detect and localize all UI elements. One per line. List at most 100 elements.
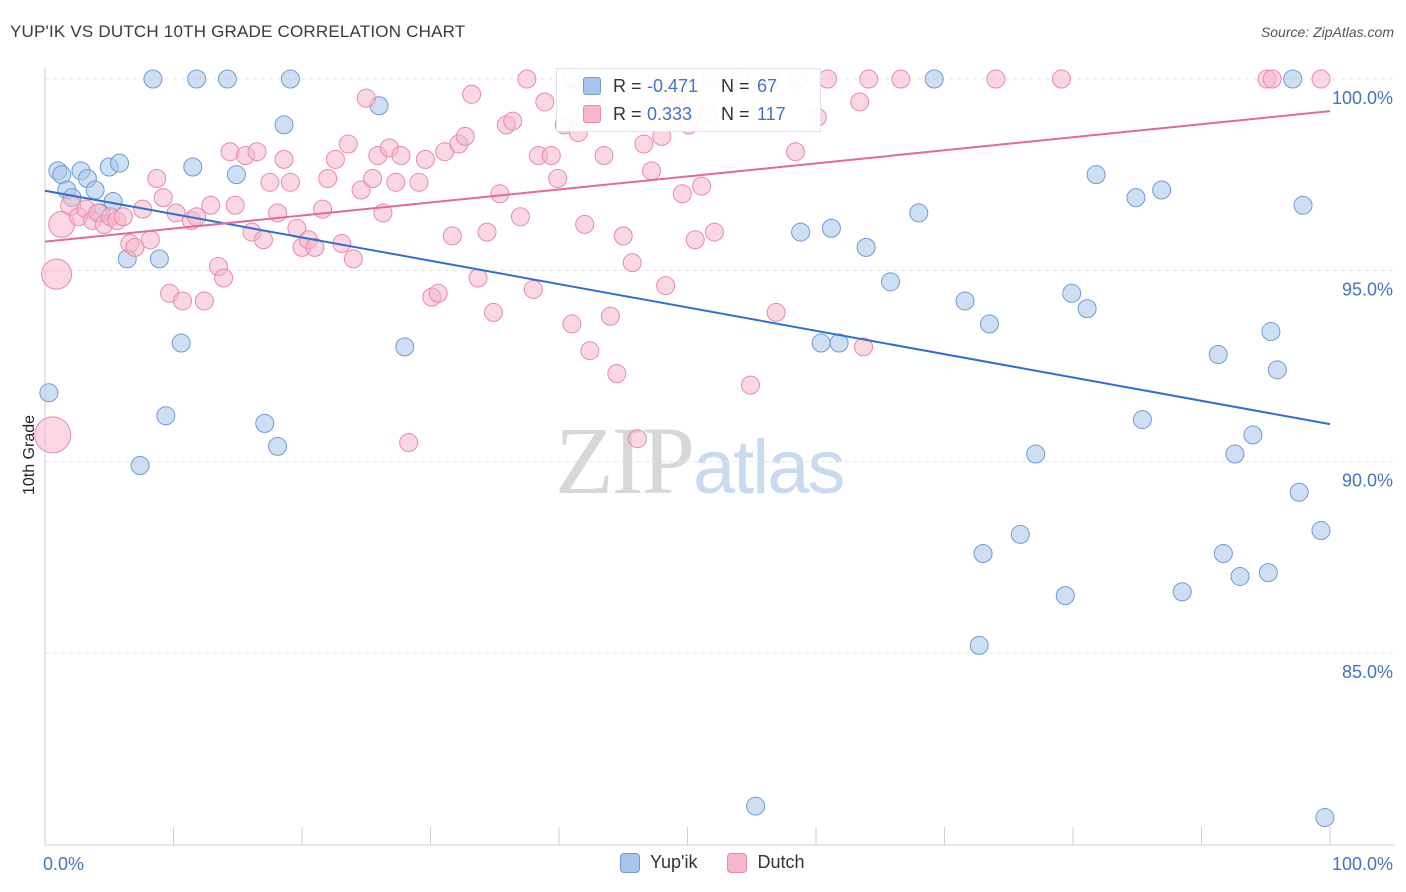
- dutch-point: [818, 69, 838, 89]
- yupik-point: [280, 69, 300, 89]
- legend-n-label: N =: [721, 103, 750, 124]
- trend-line-dutch: [44, 110, 1331, 243]
- yupik-point: [1267, 360, 1287, 380]
- legend-r-value: -0.471: [647, 75, 699, 96]
- dutch-point: [692, 176, 712, 196]
- yupik-point: [856, 237, 876, 257]
- dutch-point: [214, 268, 234, 288]
- dutch-point: [113, 207, 133, 227]
- yupik-point: [1243, 425, 1263, 445]
- watermark: ZIPatlas: [555, 405, 846, 516]
- dutch-point: [1262, 69, 1282, 89]
- dutch-point: [391, 146, 411, 166]
- yupik-point: [274, 115, 294, 135]
- yupik-point: [1261, 322, 1281, 342]
- trend-lines: [44, 110, 1331, 426]
- dutch-point: [575, 214, 595, 234]
- yupik-point: [226, 165, 246, 185]
- dutch-point: [325, 149, 345, 169]
- yupik-point: [110, 153, 130, 173]
- watermark-atlas: atlas: [693, 425, 846, 510]
- dutch-point: [854, 337, 874, 357]
- dutch-point: [600, 306, 620, 326]
- yupik-point: [183, 157, 203, 177]
- legend-n-label: N =: [721, 75, 750, 96]
- series-legend: Yup'ik Dutch: [620, 852, 835, 873]
- yupik-point: [395, 337, 415, 357]
- yupik-point: [1213, 544, 1233, 564]
- dutch-point: [172, 291, 192, 311]
- yupik-point: [979, 314, 999, 334]
- yupik-point: [955, 291, 975, 311]
- legend-label-yupik: Yup'ik: [650, 852, 698, 872]
- yupik-point: [1258, 563, 1278, 583]
- dutch-point: [415, 149, 435, 169]
- tick-labels: 100.0% 95.0% 90.0% 85.0% 0.0% 100.0%: [43, 88, 1393, 874]
- dutch-point: [548, 168, 568, 188]
- yupik-point: [1010, 524, 1030, 544]
- yupik-point: [909, 203, 929, 223]
- dutch-point: [613, 226, 633, 246]
- dutch-point: [607, 364, 627, 384]
- yupik-point: [1315, 808, 1335, 828]
- dutch-point: [41, 258, 73, 290]
- series-dutch-points: [34, 69, 1331, 454]
- watermark-zip: ZIP: [555, 407, 695, 514]
- legend-n-value: 67: [757, 75, 778, 96]
- source-credit: Source: ZipAtlas.com: [1260, 24, 1394, 40]
- dutch-point: [740, 375, 760, 395]
- legend-swatch-yupik: [620, 852, 640, 873]
- legend-item-dutch[interactable]: Dutch: [727, 852, 805, 873]
- dutch-point: [153, 188, 173, 208]
- dutch-point: [125, 237, 145, 257]
- yupik-point: [255, 413, 275, 433]
- yupik-point: [1055, 586, 1075, 606]
- dutch-point: [685, 230, 705, 250]
- dutch-point: [503, 111, 523, 131]
- yupik-point: [1152, 180, 1172, 200]
- dutch-point: [859, 69, 879, 89]
- dutch-point: [356, 88, 376, 108]
- yupik-point: [39, 383, 59, 403]
- dutch-point: [580, 341, 600, 361]
- y-tick-label: 100.0%: [1332, 88, 1393, 108]
- dutch-point: [201, 195, 221, 215]
- dutch-point: [785, 142, 805, 162]
- yupik-point: [746, 796, 766, 816]
- dutch-point: [766, 302, 786, 322]
- yupik-point: [969, 635, 989, 655]
- yupik-point: [1062, 283, 1082, 303]
- legend-row-yupik: R = -0.471 N = 67: [557, 71, 777, 101]
- dutch-point: [1051, 69, 1071, 89]
- dutch-point: [510, 207, 530, 227]
- dutch-point: [627, 429, 647, 449]
- stats-legend: R = -0.471 N = 67 R = 0.333 N = 117: [556, 68, 821, 132]
- dutch-point: [428, 283, 448, 303]
- yupik-point: [1172, 582, 1192, 602]
- yupik-point: [149, 249, 169, 269]
- dutch-point: [594, 146, 614, 166]
- dutch-point: [147, 168, 167, 188]
- dutch-point: [351, 180, 371, 200]
- dutch-point: [891, 69, 911, 89]
- yupik-point: [924, 69, 944, 89]
- dutch-point: [305, 237, 325, 257]
- yupik-point: [1311, 521, 1331, 541]
- yupik-point: [85, 180, 105, 200]
- yupik-point: [156, 406, 176, 426]
- dutch-point: [672, 184, 692, 204]
- gridlines: [45, 78, 1395, 654]
- dutch-point: [442, 226, 462, 246]
- legend-label-dutch: Dutch: [757, 852, 805, 872]
- yupik-point: [187, 69, 207, 89]
- legend-swatch-yupik: [583, 77, 601, 95]
- dutch-point: [194, 291, 214, 311]
- legend-swatch-dutch: [583, 105, 601, 123]
- yupik-point: [1283, 69, 1303, 89]
- dutch-point: [253, 230, 273, 250]
- yupik-point: [1293, 195, 1313, 215]
- legend-item-yupik[interactable]: Yup'ik: [620, 852, 697, 873]
- yupik-point: [1289, 482, 1309, 502]
- dutch-point: [704, 222, 724, 242]
- y-tick-label: 85.0%: [1342, 662, 1393, 682]
